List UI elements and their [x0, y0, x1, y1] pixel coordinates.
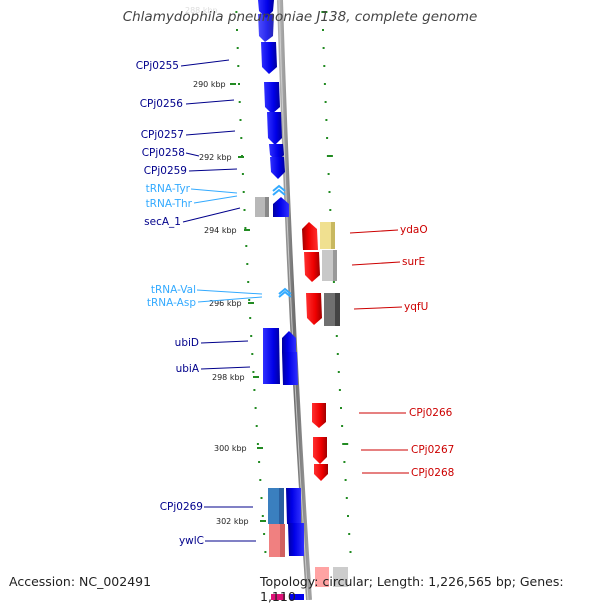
forward-genes — [255, 0, 304, 600]
trna-markers — [272, 184, 292, 298]
axis-label-290: 290 kbp — [193, 80, 226, 89]
label-ubiD[interactable]: ubiD — [175, 337, 199, 349]
label-ydaO[interactable]: ydaO — [400, 224, 428, 236]
trna-thr-marker[interactable] — [272, 188, 286, 196]
gene-cpj0254[interactable] — [258, 0, 274, 18]
gene-ubiA[interactable] — [282, 352, 298, 385]
gene-ubiD-a[interactable] — [263, 328, 280, 384]
label-cpj0267[interactable]: CPj0267 — [411, 444, 454, 456]
gene-secA_1[interactable] — [273, 197, 289, 217]
reverse-genes — [302, 222, 348, 587]
gene-cpj0257[interactable] — [267, 112, 282, 145]
axis-label-296: 296 kbp — [209, 299, 242, 308]
label-surE[interactable]: surE — [402, 256, 425, 268]
axis-labels: 290 kbp 292 kbp 294 kbp 296 kbp 298 kbp … — [193, 80, 266, 526]
gene-cpj0267[interactable] — [313, 437, 327, 464]
label-ywlC[interactable]: ywlC — [179, 535, 204, 547]
gene-cpj0259[interactable] — [270, 157, 285, 179]
label-cpj0266[interactable]: CPj0266 — [409, 407, 453, 419]
label-trna-thr[interactable]: tRNA-Thr — [146, 198, 193, 210]
gene-ydaO-red[interactable] — [302, 222, 318, 250]
label-yqfU[interactable]: yqfU — [404, 301, 428, 313]
axis-label-300: 300 kbp — [214, 444, 247, 453]
axis-label-302: 302 kbp — [216, 517, 249, 526]
gene-yqfU-red[interactable] — [306, 293, 322, 325]
left-labels: CPj0255 CPj0256 CPj0257 CPj0258 CPj0259 … — [136, 60, 204, 547]
label-trna-asp[interactable]: tRNA-Asp — [147, 297, 196, 309]
label-cpj0259[interactable]: CPj0259 — [144, 165, 187, 177]
accession-text: Accession: NC_002491 — [9, 574, 152, 589]
label-trna-tyr[interactable]: tRNA-Tyr — [146, 183, 191, 195]
trna-asp-marker[interactable] — [278, 290, 292, 298]
trna-val-marker[interactable] — [278, 287, 292, 295]
genome-backbone — [277, 0, 312, 601]
label-ubiA[interactable]: ubiA — [176, 363, 200, 375]
gene-cpj0269[interactable] — [286, 488, 301, 524]
label-cpj0269[interactable]: CPj0269 — [160, 501, 203, 513]
axis-label-298: 298 kbp — [212, 373, 245, 382]
gene-ywlC[interactable] — [288, 523, 304, 556]
trna-tyr-marker[interactable] — [272, 184, 286, 192]
gene-cpj0254b[interactable] — [258, 14, 274, 42]
right-labels: ydaO surE yqfU CPj0266 CPj0267 CPj0268 — [400, 224, 454, 479]
inner-tick-ruler — [235, 11, 267, 553]
label-secA_1[interactable]: secA_1 — [144, 216, 181, 228]
label-cpj0258[interactable]: CPj0258 — [142, 147, 185, 159]
label-trna-val[interactable]: tRNA-Val — [151, 284, 196, 296]
label-cpj0257[interactable]: CPj0257 — [141, 129, 184, 141]
clipped-axis-label: 288 kbp — [185, 6, 218, 15]
gene-cpj0255[interactable] — [261, 42, 277, 74]
gene-cpj0268[interactable] — [314, 464, 328, 481]
left-leaders — [180, 59, 263, 542]
axis-label-294: 294 kbp — [204, 226, 237, 235]
gene-cpj0256[interactable] — [264, 82, 280, 114]
right-leaders — [349, 229, 409, 474]
label-cpj0268[interactable]: CPj0268 — [411, 467, 454, 479]
gene-surE-red[interactable] — [304, 252, 320, 282]
genome-title: Chlamydophila pneumoniae J138, complete … — [122, 9, 478, 25]
label-cpj0255[interactable]: CPj0255 — [136, 60, 179, 72]
gene-ubiD-b[interactable] — [282, 331, 296, 352]
gene-cpj0266[interactable] — [312, 403, 326, 428]
axis-label-292: 292 kbp — [199, 153, 232, 162]
label-cpj0256[interactable]: CPj0256 — [140, 98, 184, 110]
